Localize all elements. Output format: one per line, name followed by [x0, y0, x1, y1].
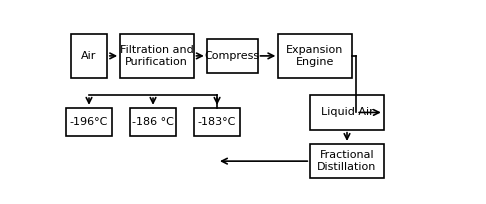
FancyBboxPatch shape: [310, 95, 384, 130]
Text: Compress: Compress: [205, 51, 260, 61]
Text: -196°C: -196°C: [70, 117, 108, 127]
FancyBboxPatch shape: [278, 34, 352, 78]
Text: Expansion
Engine: Expansion Engine: [286, 45, 344, 67]
FancyBboxPatch shape: [67, 108, 112, 136]
FancyBboxPatch shape: [194, 108, 240, 136]
FancyBboxPatch shape: [207, 39, 258, 73]
FancyBboxPatch shape: [130, 108, 175, 136]
FancyBboxPatch shape: [120, 34, 193, 78]
Text: Filtration and
Purification: Filtration and Purification: [120, 45, 193, 67]
FancyBboxPatch shape: [71, 34, 107, 78]
Text: Fractional
Distillation: Fractional Distillation: [317, 150, 377, 172]
Text: -183°C: -183°C: [198, 117, 236, 127]
Text: -186 °C: -186 °C: [132, 117, 174, 127]
Text: Air: Air: [81, 51, 97, 61]
Text: Liquid Air: Liquid Air: [321, 108, 373, 118]
FancyBboxPatch shape: [310, 144, 384, 178]
